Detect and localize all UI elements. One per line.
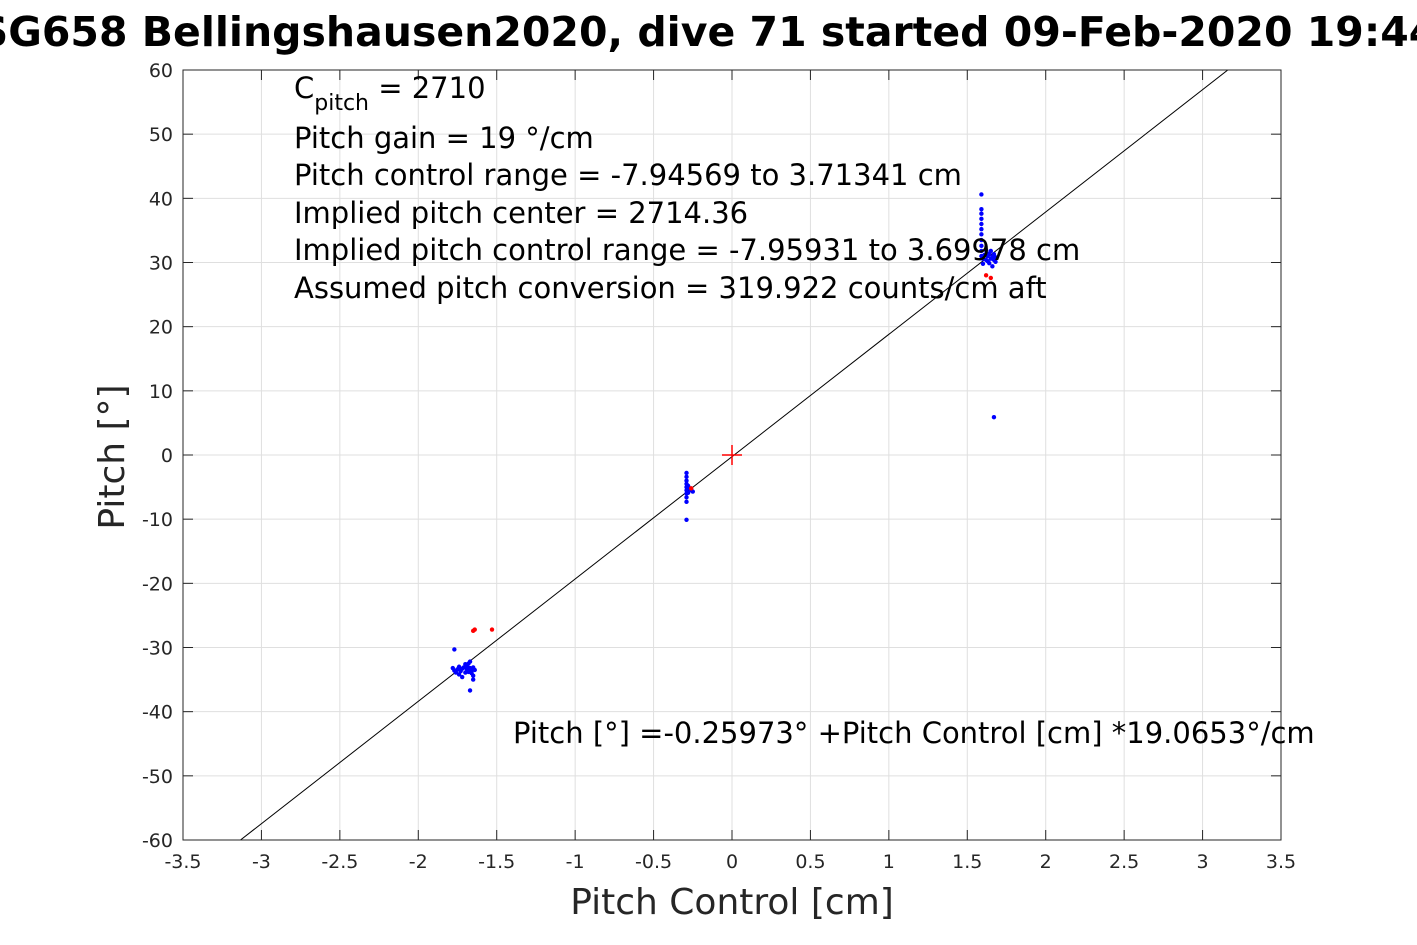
y-axis-label: Pitch [°] <box>92 384 133 529</box>
x-tick-label: 2 <box>1040 851 1052 873</box>
y-tick-label: 40 <box>149 188 173 210</box>
data-point-blue <box>467 688 473 693</box>
data-point-blue <box>990 264 995 269</box>
center-marker <box>722 445 742 465</box>
c-pitch-base: C <box>294 71 314 105</box>
data-point-blue <box>684 499 689 505</box>
data-point-blue <box>464 667 470 672</box>
data-point-blue <box>463 661 468 667</box>
x-tick-label: 1 <box>883 851 895 873</box>
x-tick-label: 0 <box>726 851 738 873</box>
c-pitch-value: = 2710 <box>369 71 486 105</box>
x-axis-label: Pitch Control [cm] <box>570 882 894 923</box>
x-tick-label: 3.5 <box>1266 851 1296 873</box>
pitch-gain-annotation: Pitch gain = 19 °/cm <box>294 121 594 155</box>
data-point-red <box>983 273 989 278</box>
data-point-blue <box>988 248 994 254</box>
data-point-blue <box>467 659 473 664</box>
x-tick-label: -1.5 <box>478 851 515 873</box>
data-point-blue <box>979 232 984 237</box>
x-tick-label: -1 <box>566 851 585 873</box>
data-point-blue <box>991 414 997 420</box>
x-tick-label: -0.5 <box>635 851 672 873</box>
y-tick-label: 50 <box>149 124 173 146</box>
data-point-blue <box>980 261 986 266</box>
data-point-blue <box>452 647 457 652</box>
y-tick-label: 10 <box>149 381 173 403</box>
x-tick-label: 1.5 <box>952 851 982 873</box>
data-point-red <box>689 486 694 491</box>
x-tick-label: -2 <box>409 851 428 873</box>
data-point-blue <box>472 667 477 673</box>
data-point-blue <box>983 248 989 253</box>
y-tick-label: 60 <box>149 60 173 82</box>
data-point-blue <box>979 216 984 222</box>
data-point-blue <box>979 207 984 212</box>
y-tick-label: 20 <box>149 317 173 339</box>
data-point-blue <box>684 495 689 500</box>
data-point-blue <box>979 243 984 249</box>
c-pitch-annotation: Cpitch = 2710 <box>294 71 486 116</box>
data-point-blue <box>470 677 476 682</box>
data-point-blue <box>684 470 689 476</box>
y-tick-label: -20 <box>142 573 173 595</box>
data-point-blue <box>993 259 998 265</box>
pitch-control-range-annotation: Pitch control range = -7.94569 to 3.7134… <box>294 158 962 192</box>
ticks: -3.5 -3 -2.5 -2 -1.5 -1 -0.5 0 0.5 1 1.5 2 2.5 3 3.5 -6… <box>142 60 1296 873</box>
chart-title: SG658 Bellingshausen2020, dive 71 starte… <box>0 8 1417 56</box>
x-tick-label: 3 <box>1197 851 1209 873</box>
x-tick-label: -3.5 <box>164 851 201 873</box>
data-point-blue <box>684 517 689 523</box>
c-pitch-subscript: pitch <box>314 91 369 116</box>
data-point-blue <box>458 667 463 673</box>
data-point-red <box>470 628 476 634</box>
y-tick-label: 0 <box>161 445 173 467</box>
pitch-conversion-annotation: Assumed pitch conversion = 319.922 count… <box>294 271 1047 305</box>
data-point-blue <box>979 248 984 254</box>
data-point-blue <box>685 490 691 496</box>
x-tick-label: 0.5 <box>795 851 825 873</box>
data-point-blue <box>979 211 984 216</box>
y-tick-label: -40 <box>142 702 173 724</box>
data-points <box>450 192 998 693</box>
data-point-blue <box>684 478 689 483</box>
data-point-blue <box>993 255 998 260</box>
data-point-blue <box>979 237 984 243</box>
data-point-blue <box>684 474 689 480</box>
data-point-blue <box>979 221 984 227</box>
data-point-blue <box>987 260 992 266</box>
x-tick-label: -2.5 <box>321 851 358 873</box>
data-point-red <box>988 275 994 281</box>
y-tick-label: -60 <box>142 830 173 852</box>
y-tick-label: -10 <box>142 509 173 531</box>
data-point-blue <box>979 192 984 197</box>
y-tick-label: -50 <box>142 766 173 788</box>
implied-pitch-control-range-annotation: Implied pitch control range = -7.95931 t… <box>294 233 1080 267</box>
x-tick-label: 2.5 <box>1109 851 1139 873</box>
fit-equation-annotation: Pitch [°] =-0.25973° +Pitch Control [cm]… <box>513 716 1315 750</box>
x-tick-label: -3 <box>252 851 271 873</box>
data-point-blue <box>979 226 984 232</box>
data-point-red <box>489 627 495 632</box>
data-point-blue <box>460 674 465 680</box>
data-point-blue <box>470 673 476 678</box>
y-tick-label: 30 <box>149 253 173 275</box>
implied-pitch-center-annotation: Implied pitch center = 2714.36 <box>294 196 748 230</box>
y-tick-label: -30 <box>142 638 173 660</box>
